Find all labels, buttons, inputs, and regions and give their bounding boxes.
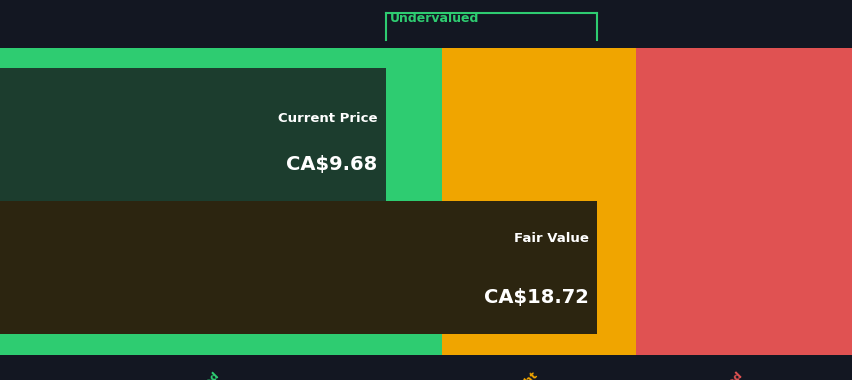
Text: Fair Value: Fair Value bbox=[513, 232, 588, 245]
Text: CA$9.68: CA$9.68 bbox=[285, 155, 377, 174]
Text: CA$18.72: CA$18.72 bbox=[483, 288, 588, 307]
Bar bbox=[636, 48, 852, 68]
Text: Undervalued: Undervalued bbox=[389, 12, 479, 25]
Text: 20% Undervalued: 20% Undervalued bbox=[136, 370, 221, 380]
Bar bbox=[0, 201, 596, 334]
Text: 20% Overvalued: 20% Overvalued bbox=[665, 370, 744, 380]
Bar bbox=[636, 68, 852, 334]
Bar bbox=[441, 68, 636, 334]
Bar bbox=[0, 48, 441, 68]
Bar bbox=[441, 334, 636, 355]
Bar bbox=[0, 68, 385, 201]
Bar bbox=[441, 48, 636, 68]
Bar bbox=[0, 68, 441, 334]
Text: Current Price: Current Price bbox=[277, 112, 377, 125]
Bar bbox=[0, 334, 441, 355]
Bar bbox=[636, 334, 852, 355]
Text: About Right: About Right bbox=[479, 370, 538, 380]
